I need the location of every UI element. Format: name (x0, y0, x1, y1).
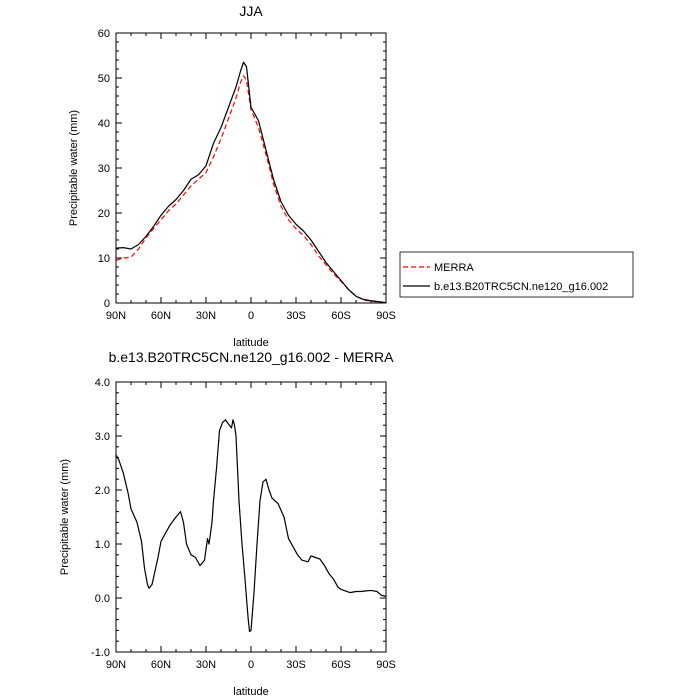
x-tick-label: 30S (286, 659, 306, 671)
legend: MERRA b.e13.B20TRC5CN.ne120_g16.002 (399, 251, 634, 298)
y-tick-label: 2.0 (95, 485, 110, 497)
legend-box (399, 251, 634, 298)
x-tick-label: 90N (106, 659, 126, 671)
y-tick-label: 0 (104, 298, 110, 310)
x-tick-label: 30N (196, 659, 216, 671)
y-tick-label: 0.0 (95, 593, 110, 605)
x-tick-label: 90S (376, 310, 396, 322)
bottom-chart-ylabel: Precipitable water (mm) (59, 459, 71, 575)
top-chart: JJA latitude Precipitable water (mm) 90N… (68, 3, 396, 349)
y-tick-label: 4.0 (95, 377, 110, 389)
y-tick-label: 1.0 (95, 539, 110, 551)
x-tick-label: 90S (376, 659, 396, 671)
x-tick-label: 0 (248, 659, 254, 671)
y-tick-label: 50 (98, 73, 110, 85)
x-tick-label: 30N (196, 310, 216, 322)
y-tick-label: 10 (98, 253, 110, 265)
legend-label-merra: MERRA (434, 262, 474, 274)
top-chart-ylabel: Precipitable water (mm) (68, 110, 80, 226)
top-chart-title: JJA (239, 3, 263, 19)
x-tick-label: 60S (331, 659, 351, 671)
y-tick-label: 40 (98, 118, 110, 130)
series-line-model (115, 419, 387, 633)
x-tick-label: 60N (151, 310, 171, 322)
bottom-chart: b.e13.B20TRC5CN.ne120_g16.002 - MERRA la… (59, 349, 396, 698)
series-line-merra (115, 75, 387, 304)
y-tick-label: 20 (98, 208, 110, 220)
top-chart-plot-frame (115, 32, 387, 304)
x-tick-label: 30S (286, 310, 306, 322)
y-tick-label: 30 (98, 163, 110, 175)
y-tick-label: 3.0 (95, 431, 110, 443)
y-tick-label: 60 (98, 28, 110, 40)
x-tick-label: 60S (331, 310, 351, 322)
bottom-chart-xlabel: latitude (233, 686, 268, 698)
bottom-chart-title: b.e13.B20TRC5CN.ne120_g16.002 - MERRA (109, 349, 394, 365)
bottom-chart-plot-frame (115, 381, 387, 653)
legend-label-model: b.e13.B20TRC5CN.ne120_g16.002 (434, 281, 608, 293)
x-tick-label: 0 (248, 310, 254, 322)
series-line-model (115, 61, 387, 304)
top-chart-xlabel: latitude (233, 337, 268, 349)
x-tick-label: 90N (106, 310, 126, 322)
y-tick-label: -1.0 (91, 647, 110, 659)
x-tick-label: 60N (151, 659, 171, 671)
